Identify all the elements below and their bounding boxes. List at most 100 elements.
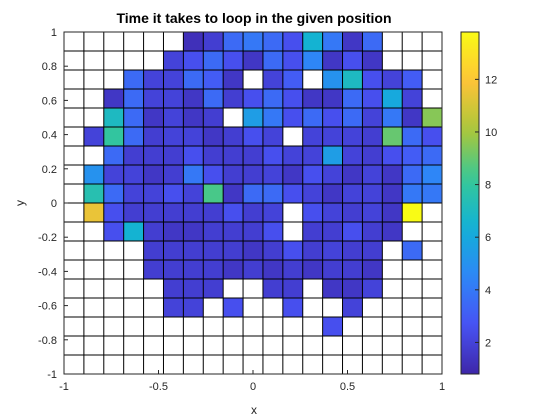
y-tick-label: -0.8 <box>38 335 57 347</box>
heatmap-cell <box>223 89 243 108</box>
heatmap-cell <box>183 108 203 127</box>
heatmap-cell <box>124 70 144 89</box>
heatmap-cell <box>402 89 422 108</box>
heatmap-cell <box>144 222 164 241</box>
heatmap-cell <box>303 146 323 165</box>
heatmap-cell <box>124 222 144 241</box>
heatmap-cell <box>402 108 422 127</box>
heatmap-cell <box>144 89 164 108</box>
heatmap-cell <box>382 146 402 165</box>
heatmap-cell <box>243 241 263 260</box>
heatmap-cell <box>163 51 183 70</box>
heatmap-cell <box>104 222 124 241</box>
heatmap-cell <box>163 260 183 279</box>
heatmap-cell <box>283 32 303 51</box>
heatmap-cell <box>183 51 203 70</box>
heatmap-cell <box>163 165 183 184</box>
heatmap-cell <box>263 51 283 70</box>
x-tick-label: -0.5 <box>149 381 168 393</box>
colorbar-tick-label: 12 <box>485 74 497 86</box>
heatmap-cell <box>223 146 243 165</box>
heatmap-cell <box>124 165 144 184</box>
heatmap-cell <box>263 222 283 241</box>
heatmap-cell <box>203 146 223 165</box>
heatmap-cell <box>163 222 183 241</box>
heatmap-cell <box>402 70 422 89</box>
heatmap-cell <box>343 165 363 184</box>
heatmap-cell <box>163 70 183 89</box>
heatmap-cell <box>303 89 323 108</box>
heatmap-cell <box>323 241 343 260</box>
heatmap-cell <box>183 260 203 279</box>
heatmap-cell <box>343 51 363 70</box>
heatmap-cell <box>362 184 382 203</box>
heatmap-cell <box>343 222 363 241</box>
heatmap-cell <box>362 127 382 146</box>
heatmap-cell <box>263 203 283 222</box>
heatmap-cell <box>163 279 183 298</box>
heatmap-cell <box>183 222 203 241</box>
heatmap-cell <box>283 165 303 184</box>
heatmap-cell <box>124 108 144 127</box>
heatmap-cell <box>104 89 124 108</box>
heatmap-cell <box>144 127 164 146</box>
heatmap-cell <box>183 89 203 108</box>
y-tick-label: -1 <box>47 369 57 381</box>
y-tick-label: 0.8 <box>42 61 57 73</box>
heatmap-cell <box>343 260 363 279</box>
heatmap-cell <box>422 146 442 165</box>
heatmap-cell <box>283 298 303 317</box>
heatmap-cell <box>163 127 183 146</box>
heatmap-cell <box>343 32 363 51</box>
heatmap-cell <box>163 89 183 108</box>
y-tick-label: 0 <box>51 198 57 210</box>
colorbar-tick-label: 6 <box>485 232 491 244</box>
heatmap-cell <box>362 222 382 241</box>
heatmap-cell <box>382 127 402 146</box>
heatmap-cell <box>303 108 323 127</box>
heatmap-cell <box>323 317 343 336</box>
heatmap-cell <box>343 184 363 203</box>
heatmap-cell <box>362 51 382 70</box>
x-axis-ticks: -1 -0.5 0 0.5 1 <box>59 370 445 393</box>
heatmap-cell <box>323 222 343 241</box>
heatmap-cell <box>203 89 223 108</box>
heatmap-cell <box>263 70 283 89</box>
heatmap-cell <box>362 203 382 222</box>
heatmap-cell <box>303 203 323 222</box>
heatmap-cell <box>283 146 303 165</box>
heatmap-cell <box>362 241 382 260</box>
heatmap-cell <box>362 146 382 165</box>
heatmap-cell <box>144 260 164 279</box>
heatmap-cell <box>283 108 303 127</box>
heatmap-cell <box>323 184 343 203</box>
heatmap-cell <box>323 89 343 108</box>
heatmap-cell <box>223 260 243 279</box>
heatmap-cell <box>362 260 382 279</box>
heatmap-cell <box>124 203 144 222</box>
heatmap-cell <box>104 165 124 184</box>
heatmap-cell <box>283 184 303 203</box>
y-tick-label: -0.4 <box>38 266 57 278</box>
heatmap-cell <box>283 279 303 298</box>
heatmap-cell <box>382 222 402 241</box>
heatmap-cell <box>203 70 223 89</box>
y-tick-label: 0.6 <box>42 95 57 107</box>
heatmap-cell <box>263 32 283 51</box>
heatmap-cell <box>203 241 223 260</box>
heatmap-cell <box>402 165 422 184</box>
heatmap-cell <box>263 108 283 127</box>
heatmap-cell <box>402 203 422 222</box>
heatmap-cell <box>104 203 124 222</box>
heatmap-cell <box>163 298 183 317</box>
heatmap-cell <box>422 184 442 203</box>
heatmap-cell <box>163 184 183 203</box>
x-axis-label: x <box>251 403 257 417</box>
heatmap-cell <box>104 146 124 165</box>
heatmap-cell <box>203 51 223 70</box>
heatmap-cell <box>243 222 263 241</box>
heatmap-cell <box>303 51 323 70</box>
heatmap-cell <box>343 89 363 108</box>
